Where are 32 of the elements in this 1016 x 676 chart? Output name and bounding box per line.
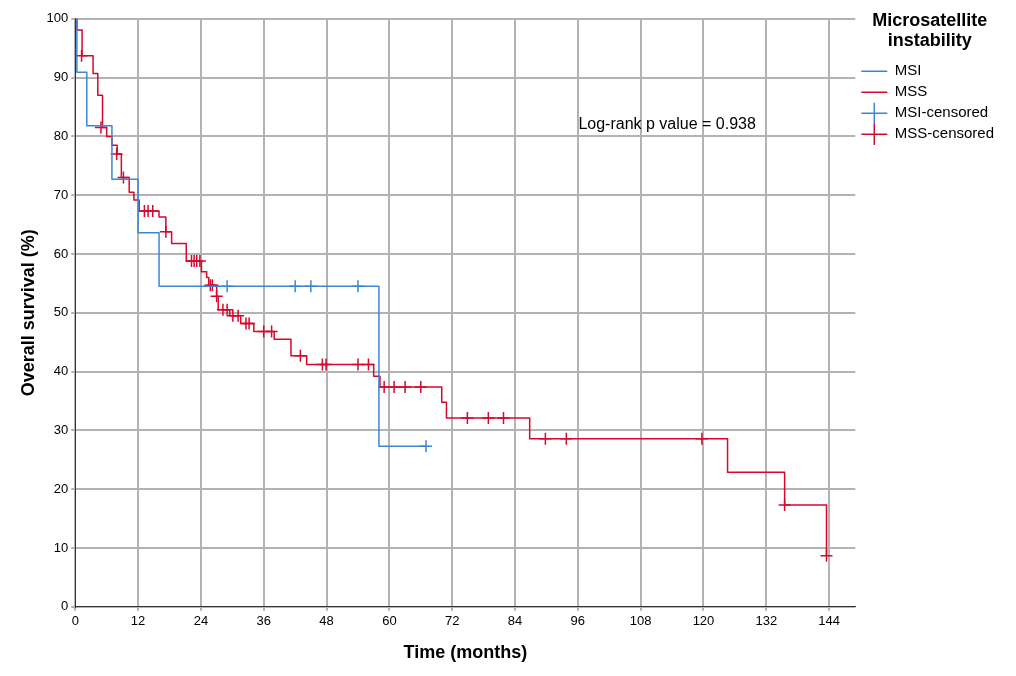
x-tick-label: 24 bbox=[193, 613, 209, 629]
legend-label: MSS bbox=[894, 82, 928, 100]
y-tick-label: 50 bbox=[53, 304, 69, 320]
x-axis-title: Time (months) bbox=[403, 642, 528, 663]
y-tick-label: 10 bbox=[53, 539, 69, 555]
x-tick-label: 108 bbox=[629, 613, 652, 629]
x-tick-label: 12 bbox=[130, 613, 146, 629]
y-tick-label: 100 bbox=[46, 10, 69, 26]
legend-label: MSI bbox=[894, 61, 922, 79]
annotation: Log-rank p value = 0.938 bbox=[578, 115, 756, 133]
x-tick-label: 132 bbox=[755, 613, 778, 629]
x-tick-label: 120 bbox=[692, 613, 715, 629]
x-tick-label: 48 bbox=[319, 613, 334, 629]
y-tick-label: 60 bbox=[53, 245, 69, 261]
x-tick-label: 36 bbox=[256, 613, 271, 629]
y-tick-label: 40 bbox=[53, 363, 69, 379]
y-tick-label: 20 bbox=[53, 480, 69, 496]
x-tick-label: 0 bbox=[71, 613, 79, 629]
y-tick-label: 30 bbox=[53, 421, 69, 437]
x-tick-label: 84 bbox=[507, 613, 523, 629]
y-axis-title: Overall survival (%) bbox=[17, 229, 38, 397]
legend-title: Microsatellite instability bbox=[872, 9, 988, 50]
y-tick-label: 70 bbox=[53, 186, 69, 202]
legend-label: MSI-censored bbox=[894, 103, 989, 121]
y-tick-label: 90 bbox=[53, 69, 69, 85]
y-tick-label: 0 bbox=[61, 598, 69, 614]
x-tick-label: 96 bbox=[570, 613, 586, 629]
y-tick-label: 80 bbox=[53, 127, 69, 143]
x-tick-label: 60 bbox=[382, 613, 397, 629]
x-tick-label: 72 bbox=[444, 613, 460, 629]
legend-label: MSS-censored bbox=[894, 124, 995, 142]
x-tick-label: 144 bbox=[818, 613, 840, 629]
